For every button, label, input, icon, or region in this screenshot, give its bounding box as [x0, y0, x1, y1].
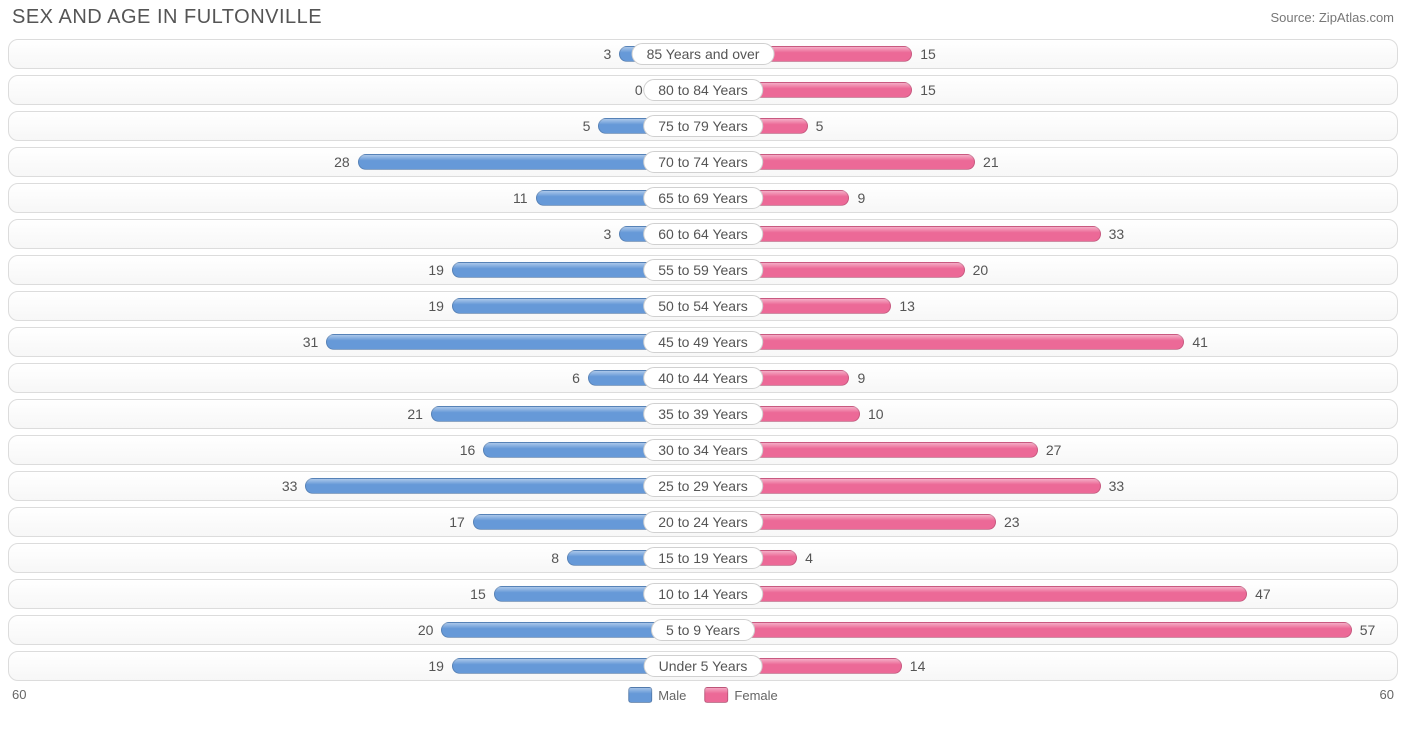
- female-value: 13: [899, 298, 915, 314]
- male-value: 3: [604, 226, 612, 242]
- age-group-label: 80 to 84 Years: [643, 79, 763, 101]
- chart-row: 19 13 50 to 54 Years: [8, 291, 1398, 321]
- female-value: 33: [1109, 478, 1125, 494]
- chart-row: 20 57 5 to 9 Years: [8, 615, 1398, 645]
- age-group-label: Under 5 Years: [644, 655, 763, 677]
- age-group-label: 50 to 54 Years: [643, 295, 763, 317]
- female-value: 57: [1360, 622, 1376, 638]
- age-group-label: 5 to 9 Years: [651, 619, 755, 641]
- female-value: 47: [1255, 586, 1271, 602]
- male-value: 8: [551, 550, 559, 566]
- age-group-label: 45 to 49 Years: [643, 331, 763, 353]
- chart-row: 8 4 15 to 19 Years: [8, 543, 1398, 573]
- female-value: 14: [910, 658, 926, 674]
- age-group-label: 25 to 29 Years: [643, 475, 763, 497]
- male-value: 19: [428, 262, 444, 278]
- chart-row: 0 15 80 to 84 Years: [8, 75, 1398, 105]
- female-value: 10: [868, 406, 884, 422]
- age-group-label: 55 to 59 Years: [643, 259, 763, 281]
- chart-title: SEX AND AGE IN FULTONVILLE: [12, 6, 322, 29]
- legend-item-male: Male: [628, 687, 686, 703]
- legend-label-female: Female: [734, 688, 777, 703]
- male-value: 15: [470, 586, 486, 602]
- chart-row: 33360 to 64 Years: [8, 219, 1398, 249]
- population-pyramid-chart: 31585 Years and over01580 to 84 Years557…: [0, 39, 1406, 681]
- age-group-label: 15 to 19 Years: [643, 547, 763, 569]
- female-value: 27: [1046, 442, 1062, 458]
- chart-source: Source: ZipAtlas.com: [1270, 10, 1394, 25]
- x-axis-left-label: 60: [12, 687, 26, 702]
- legend-item-female: Female: [704, 687, 777, 703]
- chart-row: 33 33 25 to 29 Years: [8, 471, 1398, 501]
- female-bar: [703, 622, 1352, 638]
- male-value: 0: [635, 82, 643, 98]
- chart-row: 19 14 Under 5 Years: [8, 651, 1398, 681]
- age-group-label: 20 to 24 Years: [643, 511, 763, 533]
- male-value: 19: [428, 298, 444, 314]
- male-value: 28: [334, 154, 350, 170]
- male-value: 17: [449, 514, 465, 530]
- age-group-label: 75 to 79 Years: [643, 115, 763, 137]
- chart-row: 15 47 10 to 14 Years: [8, 579, 1398, 609]
- chart-row: 5 5 75 to 79 Years: [8, 111, 1398, 141]
- male-value: 33: [282, 478, 298, 494]
- age-group-label: 70 to 74 Years: [643, 151, 763, 173]
- female-value: 15: [920, 46, 936, 62]
- age-group-label: 40 to 44 Years: [643, 367, 763, 389]
- age-group-label: 65 to 69 Years: [643, 187, 763, 209]
- chart-row: 19 20 55 to 59 Years: [8, 255, 1398, 285]
- female-value: 21: [983, 154, 999, 170]
- female-value: 9: [857, 190, 865, 206]
- male-value: 5: [583, 118, 591, 134]
- female-bar: [703, 334, 1184, 350]
- female-value: 41: [1192, 334, 1208, 350]
- legend-swatch-male: [628, 687, 652, 703]
- male-value: 19: [428, 658, 444, 674]
- male-value: 20: [418, 622, 434, 638]
- chart-row: 16 27 30 to 34 Years: [8, 435, 1398, 465]
- age-group-label: 85 Years and over: [632, 43, 775, 65]
- male-value: 11: [513, 190, 528, 206]
- male-value: 31: [303, 334, 319, 350]
- female-value: 33: [1109, 226, 1125, 242]
- legend-label-male: Male: [658, 688, 686, 703]
- chart-row: 31 41 45 to 49 Years: [8, 327, 1398, 357]
- female-value: 9: [857, 370, 865, 386]
- female-value: 4: [805, 550, 813, 566]
- x-axis-right-label: 60: [1380, 687, 1394, 702]
- age-group-label: 35 to 39 Years: [643, 403, 763, 425]
- chart-row: 17 23 20 to 24 Years: [8, 507, 1398, 537]
- chart-row: 6 9 40 to 44 Years: [8, 363, 1398, 393]
- chart-row: 28 21 70 to 74 Years: [8, 147, 1398, 177]
- female-value: 5: [816, 118, 824, 134]
- x-axis: 60 Male Female 60: [8, 687, 1398, 709]
- male-value: 6: [572, 370, 580, 386]
- male-value: 16: [460, 442, 476, 458]
- chart-row: 21 10 35 to 39 Years: [8, 399, 1398, 429]
- male-value: 3: [604, 46, 612, 62]
- legend: Male Female: [628, 687, 778, 703]
- chart-row: 3 15 85 Years and over: [8, 39, 1398, 69]
- female-bar: [703, 586, 1247, 602]
- female-value: 20: [973, 262, 989, 278]
- female-value: 15: [920, 82, 936, 98]
- female-value: 23: [1004, 514, 1020, 530]
- age-group-label: 10 to 14 Years: [643, 583, 763, 605]
- legend-swatch-female: [704, 687, 728, 703]
- age-group-label: 60 to 64 Years: [643, 223, 763, 245]
- age-group-label: 30 to 34 Years: [643, 439, 763, 461]
- male-value: 21: [407, 406, 423, 422]
- chart-row: 11 9 65 to 69 Years: [8, 183, 1398, 213]
